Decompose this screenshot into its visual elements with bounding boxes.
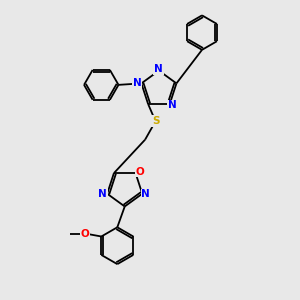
Text: N: N	[133, 78, 141, 88]
Text: O: O	[81, 229, 89, 238]
Text: N: N	[98, 189, 107, 199]
Text: S: S	[152, 116, 159, 126]
Text: N: N	[142, 189, 150, 199]
Text: N: N	[154, 64, 163, 74]
Text: N: N	[168, 100, 176, 110]
Text: O: O	[136, 167, 144, 177]
